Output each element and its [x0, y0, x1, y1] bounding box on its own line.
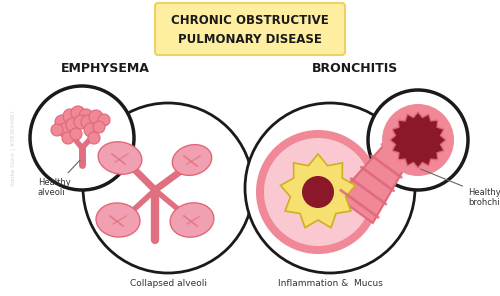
Circle shape — [58, 123, 72, 137]
Text: Healthy
alveoli: Healthy alveoli — [38, 160, 80, 197]
Circle shape — [84, 123, 98, 137]
Polygon shape — [337, 140, 411, 223]
Ellipse shape — [170, 203, 214, 237]
Polygon shape — [390, 112, 446, 168]
Circle shape — [264, 138, 372, 246]
Text: Inflammation &  Mucus: Inflammation & Mucus — [278, 279, 382, 289]
Circle shape — [55, 115, 69, 129]
Circle shape — [66, 118, 80, 132]
Circle shape — [30, 86, 134, 190]
Circle shape — [256, 130, 380, 254]
Circle shape — [70, 128, 82, 140]
Circle shape — [71, 106, 85, 120]
Circle shape — [79, 109, 93, 123]
Circle shape — [83, 103, 253, 273]
Text: BRONCHITIS: BRONCHITIS — [312, 62, 398, 75]
Circle shape — [63, 109, 77, 123]
Text: PULMONARY DISEASE: PULMONARY DISEASE — [178, 33, 322, 46]
Circle shape — [368, 90, 468, 190]
Ellipse shape — [172, 145, 212, 176]
Text: Collapsed alveoli: Collapsed alveoli — [130, 279, 206, 289]
Text: CHRONIC OBSTRUCTIVE: CHRONIC OBSTRUCTIVE — [171, 14, 329, 27]
Circle shape — [98, 114, 110, 126]
Ellipse shape — [96, 203, 140, 237]
Circle shape — [62, 132, 74, 144]
FancyBboxPatch shape — [155, 3, 345, 55]
Circle shape — [302, 176, 334, 208]
Circle shape — [93, 121, 105, 133]
Circle shape — [88, 132, 100, 144]
Circle shape — [245, 103, 415, 273]
Circle shape — [396, 118, 440, 162]
Circle shape — [51, 124, 63, 136]
Text: Healthy
brohchiole: Healthy brohchiole — [420, 169, 500, 207]
Circle shape — [74, 115, 88, 129]
Text: EMPHYSEMA: EMPHYSEMA — [60, 62, 150, 75]
Ellipse shape — [98, 142, 142, 174]
Text: Adobe Stock | #583644987: Adobe Stock | #583644987 — [10, 110, 16, 186]
Circle shape — [382, 104, 454, 176]
Circle shape — [81, 115, 95, 129]
Circle shape — [89, 110, 103, 124]
Polygon shape — [280, 154, 355, 228]
